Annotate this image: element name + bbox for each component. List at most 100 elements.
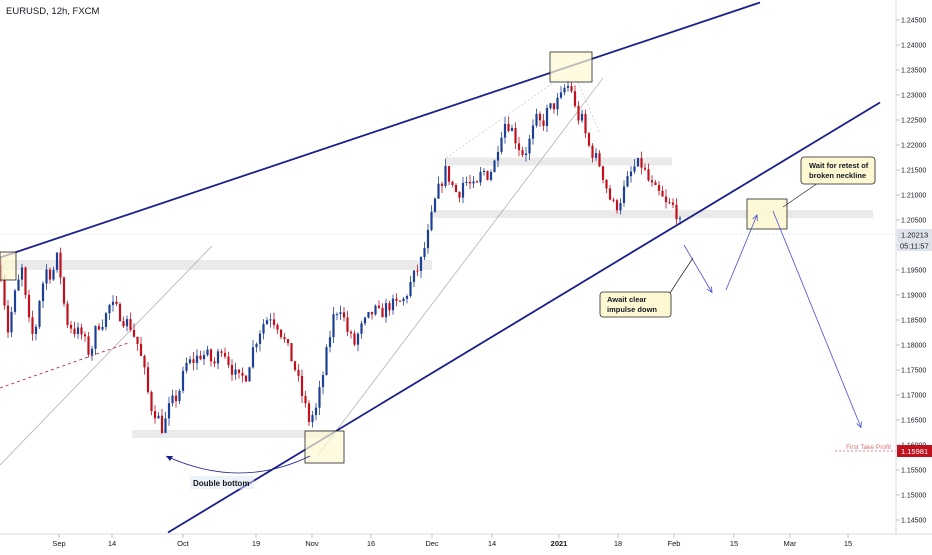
candle-body bbox=[654, 182, 657, 185]
x-tick-label: Dec bbox=[425, 539, 439, 548]
candle-body bbox=[489, 172, 493, 180]
candle-body bbox=[332, 314, 335, 338]
candle-body bbox=[129, 319, 132, 330]
candle-body bbox=[496, 151, 500, 161]
candle-body bbox=[640, 158, 643, 168]
candle-body bbox=[181, 370, 185, 391]
candle-body bbox=[185, 362, 188, 371]
candle-body bbox=[664, 196, 668, 203]
candle-body bbox=[178, 390, 181, 402]
candle-body bbox=[136, 336, 139, 344]
candle-body bbox=[265, 320, 269, 325]
candle-body bbox=[556, 97, 559, 110]
candle-body bbox=[325, 347, 328, 376]
candle-body bbox=[94, 326, 97, 349]
candle-body bbox=[360, 323, 363, 334]
candle-body bbox=[237, 369, 241, 373]
candle-body bbox=[153, 411, 157, 419]
time-axis[interactable]: Sep 14 Oct 19 Nov 16 Dec 14 2021 18 Feb 15 Mar 15 bbox=[0, 533, 932, 548]
candle-body bbox=[167, 403, 171, 419]
double-bottom-arrowhead bbox=[166, 456, 173, 461]
candle-body bbox=[573, 91, 577, 106]
zone-resistance_zone bbox=[0, 260, 432, 270]
candle-body bbox=[626, 176, 629, 187]
x-tick-label: 19 bbox=[252, 539, 260, 548]
candle-body bbox=[482, 171, 486, 173]
svg-text:Double bottom: Double bottom bbox=[193, 479, 249, 488]
candle-body bbox=[69, 324, 73, 329]
trend-layer[interactable] bbox=[0, 1, 881, 534]
candle-body bbox=[524, 153, 528, 156]
candle-body bbox=[248, 367, 251, 382]
candle-body bbox=[598, 153, 601, 167]
candle-body bbox=[34, 326, 38, 334]
double-bottom-label: Double bottom bbox=[190, 476, 254, 489]
candle-body bbox=[290, 343, 293, 362]
candle-body bbox=[349, 331, 353, 334]
candle-body bbox=[384, 303, 388, 318]
candle-body bbox=[503, 123, 507, 138]
zone-upper_zone bbox=[445, 157, 672, 166]
candle-body bbox=[188, 359, 192, 363]
candle-body bbox=[139, 343, 143, 356]
candle-body bbox=[430, 211, 433, 230]
retest-note-line1: Wait for retest of bbox=[809, 161, 869, 170]
candle-body bbox=[612, 199, 615, 201]
candle-body bbox=[174, 395, 178, 402]
x-tick-label: 2021 bbox=[551, 539, 568, 548]
candle-body bbox=[90, 348, 94, 355]
candle-body bbox=[104, 313, 108, 327]
y-tick-label: 1.15000 bbox=[901, 493, 926, 500]
candle-body bbox=[465, 181, 468, 183]
candle-body bbox=[545, 108, 549, 126]
candle-body bbox=[111, 301, 115, 305]
zones-layer bbox=[0, 157, 873, 438]
candle-body bbox=[363, 317, 367, 324]
candle-body bbox=[171, 395, 174, 404]
inner-structure bbox=[445, 77, 561, 159]
candle-body bbox=[38, 301, 41, 327]
candle-body bbox=[668, 202, 671, 204]
retest-callout: Wait for retest of broken neckline bbox=[782, 156, 876, 208]
trendline-upper_channel[interactable] bbox=[0, 1, 761, 259]
candle-body bbox=[300, 375, 304, 396]
zone-neckline_zone bbox=[432, 210, 873, 218]
svg-text:05:11:57: 05:11:57 bbox=[900, 242, 929, 251]
candle-body bbox=[216, 351, 220, 364]
candle-body bbox=[122, 321, 125, 327]
candle-body bbox=[472, 181, 475, 184]
candle-body bbox=[272, 319, 276, 325]
candle-body bbox=[258, 333, 262, 344]
candle-body bbox=[31, 317, 34, 334]
candle-body bbox=[381, 307, 384, 318]
candle-body bbox=[279, 329, 283, 338]
candle-body bbox=[531, 125, 535, 139]
candle-body bbox=[552, 103, 556, 110]
candle-body bbox=[507, 123, 510, 132]
candle-body bbox=[402, 298, 405, 302]
projection-layer bbox=[683, 210, 862, 429]
candle-body bbox=[500, 137, 503, 152]
candle-body bbox=[83, 334, 87, 337]
candle-body bbox=[195, 355, 199, 363]
inner-trend-line-2 bbox=[317, 77, 604, 456]
candle-body bbox=[566, 86, 570, 88]
candle-body bbox=[52, 269, 55, 280]
x-tick-label: Mar bbox=[784, 539, 797, 548]
trendline-neckline[interactable] bbox=[167, 101, 881, 534]
candle-body bbox=[461, 182, 465, 198]
candle-body bbox=[650, 180, 654, 183]
candle-body bbox=[437, 183, 440, 199]
candle-body bbox=[206, 349, 209, 356]
candle-body bbox=[643, 167, 647, 170]
y-tick-label: 1.17000 bbox=[901, 393, 926, 400]
candle-body bbox=[486, 171, 489, 180]
candle-body bbox=[115, 301, 118, 304]
thin-lines bbox=[0, 77, 896, 466]
candle-body bbox=[209, 349, 213, 362]
candle-body bbox=[367, 311, 370, 318]
candle-body bbox=[542, 120, 545, 126]
inner-structure-2 bbox=[577, 81, 601, 135]
y-tick-label: 1.23500 bbox=[901, 68, 926, 75]
